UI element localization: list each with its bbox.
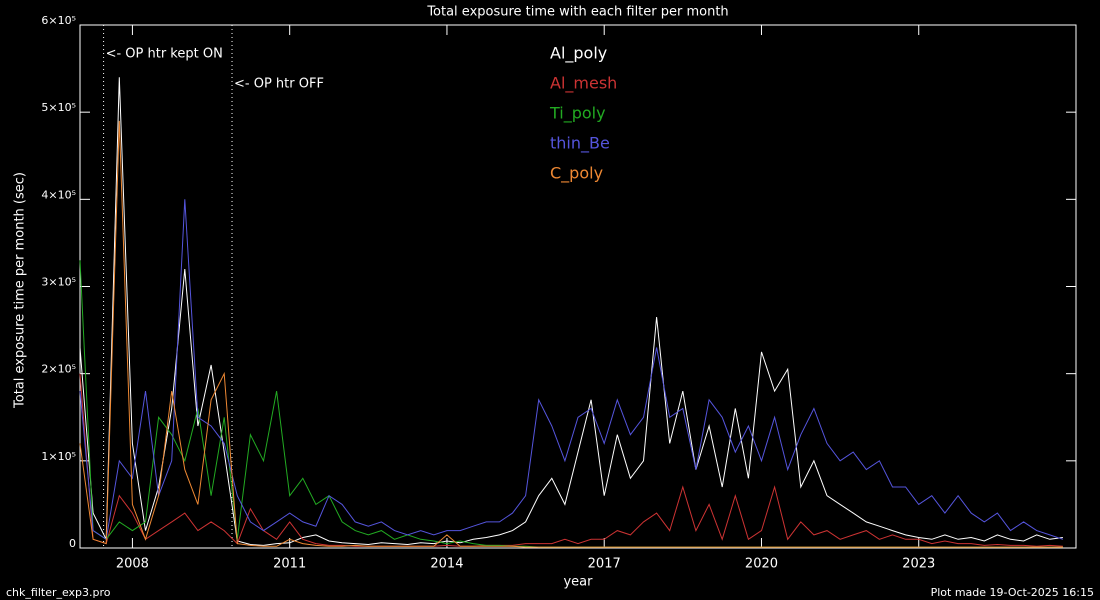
x-tick-label: 2008 <box>116 557 149 572</box>
y-tick-label: 4×10⁵ <box>41 188 76 201</box>
legend-entry: Ti_poly <box>549 104 606 124</box>
x-tick-label: 2023 <box>902 557 935 572</box>
footer-left: chk_filter_exp3.pro <box>6 586 111 599</box>
legend-entry: thin_Be <box>550 134 610 154</box>
y-axis-label: Total exposure time per month (sec) <box>13 172 28 409</box>
annotation: <- OP htr kept ON <box>106 47 223 62</box>
y-tick-label: 6×10⁵ <box>41 14 76 27</box>
x-axis-label: year <box>563 575 593 590</box>
legend-entry: Al_mesh <box>550 74 617 94</box>
y-tick-label: 1×10⁵ <box>41 450 76 463</box>
y-tick-label: 3×10⁵ <box>41 276 76 289</box>
annotation: <- OP htr OFF <box>234 77 324 92</box>
chart-title: Total exposure time with each filter per… <box>426 5 728 20</box>
x-tick-label: 2017 <box>588 557 621 572</box>
x-tick-label: 2014 <box>430 557 463 572</box>
y-tick-label: 5×10⁵ <box>41 101 76 114</box>
legend-entry: C_poly <box>550 164 603 184</box>
series-line <box>79 120 1063 548</box>
y-tick-label: 0 <box>69 537 76 550</box>
series-line <box>79 199 1064 541</box>
footer-right: Plot made 19-Oct-2025 16:15 <box>931 586 1094 599</box>
y-tick-label: 2×10⁵ <box>41 363 76 376</box>
series-line <box>79 77 1063 546</box>
x-tick-label: 2011 <box>273 557 306 572</box>
series-line <box>79 373 1063 547</box>
x-tick-label: 2020 <box>745 557 778 572</box>
legend-entry: Al_poly <box>550 44 607 64</box>
